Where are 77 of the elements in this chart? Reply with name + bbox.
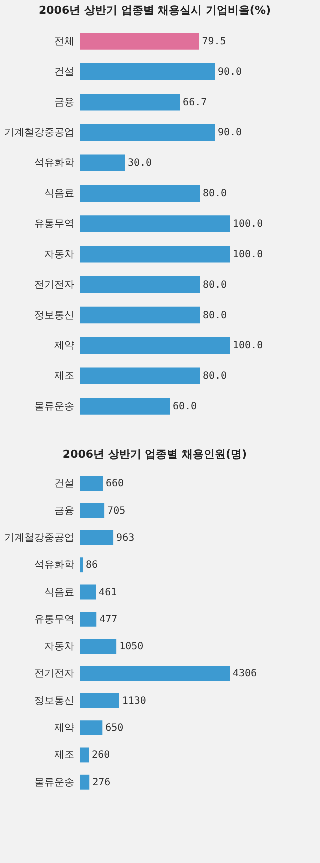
data-label: 1130 <box>122 696 146 707</box>
data-label: 705 <box>108 506 126 517</box>
y-tick-label: 제조 <box>54 371 74 382</box>
y-tick-label: 자동차 <box>44 249 74 260</box>
bar <box>80 666 230 682</box>
data-label: 477 <box>100 614 118 626</box>
y-tick-label: 금융 <box>54 506 74 517</box>
y-tick-label: 물류운송 <box>34 402 74 413</box>
data-label: 1050 <box>120 642 144 653</box>
data-label: 90.0 <box>218 66 242 78</box>
data-label: 60.0 <box>173 402 198 413</box>
bar <box>80 276 200 294</box>
y-tick-label: 금융 <box>54 97 74 108</box>
data-label: 260 <box>92 750 110 762</box>
bar <box>80 94 180 111</box>
data-label: 650 <box>106 723 124 734</box>
chart-title: 2006년 상반기 업종별 채용실시 기업비율(%) <box>38 4 272 17</box>
bar <box>80 774 90 790</box>
data-label: 66.7 <box>183 97 208 108</box>
y-tick-label: 제약 <box>54 723 74 734</box>
y-tick-label: 자동차 <box>44 642 74 653</box>
y-tick-label: 건설 <box>54 66 74 78</box>
data-label: 963 <box>116 532 135 544</box>
bar <box>80 246 230 263</box>
data-label: 80.0 <box>203 188 228 200</box>
y-tick-label: 유통무역 <box>34 219 74 230</box>
y-tick-label: 정보통신 <box>34 310 74 322</box>
y-tick-label: 전기전자 <box>34 280 74 291</box>
bar <box>80 185 200 202</box>
bar <box>80 612 97 627</box>
y-tick-label: 전기전자 <box>34 668 74 680</box>
y-tick-label: 기계철강중공업 <box>4 128 74 139</box>
bar <box>80 398 170 415</box>
data-label: 86 <box>86 560 98 572</box>
data-label: 100.0 <box>233 249 264 260</box>
bar <box>80 476 103 492</box>
bar <box>80 216 230 232</box>
chart-title: 2006년 상반기 업종별 채용인원(명) <box>62 448 248 461</box>
bar <box>80 503 105 518</box>
data-label: 80.0 <box>203 371 228 382</box>
y-tick-label: 정보통신 <box>34 696 74 707</box>
data-label: 461 <box>99 587 118 598</box>
bar <box>80 530 114 546</box>
data-label: 100.0 <box>233 219 264 230</box>
bar <box>80 693 120 708</box>
bar <box>80 584 96 600</box>
data-label: 660 <box>106 478 124 490</box>
y-tick-label: 건설 <box>54 478 74 490</box>
bar <box>80 720 103 736</box>
data-label: 4306 <box>233 668 258 680</box>
y-tick-label: 식음료 <box>44 188 74 200</box>
bar <box>80 368 200 384</box>
y-tick-label: 물류운송 <box>34 777 74 788</box>
data-label: 30.0 <box>128 158 152 170</box>
data-label: 80.0 <box>203 310 228 322</box>
y-tick-label: 석유화학 <box>34 158 74 170</box>
bar <box>80 748 90 763</box>
bar <box>80 639 117 654</box>
y-tick-label: 석유화학 <box>34 560 74 572</box>
y-tick-label: 기계철강중공업 <box>4 532 74 544</box>
y-tick-label: 전체 <box>54 36 74 48</box>
bar <box>80 33 200 50</box>
data-label: 79.5 <box>202 36 226 48</box>
y-tick-label: 제조 <box>54 750 74 762</box>
data-label: 90.0 <box>218 128 242 139</box>
data-label: 100.0 <box>233 340 264 352</box>
bar <box>80 337 230 354</box>
bar <box>80 154 125 172</box>
bar <box>80 306 200 324</box>
y-tick-label: 제약 <box>54 340 74 352</box>
bar <box>80 64 215 80</box>
bar <box>80 124 215 142</box>
bar <box>80 558 83 573</box>
data-label: 80.0 <box>203 280 228 291</box>
data-label: 276 <box>92 777 111 788</box>
y-tick-label: 식음료 <box>44 587 74 598</box>
y-tick-label: 유통무역 <box>34 614 74 626</box>
